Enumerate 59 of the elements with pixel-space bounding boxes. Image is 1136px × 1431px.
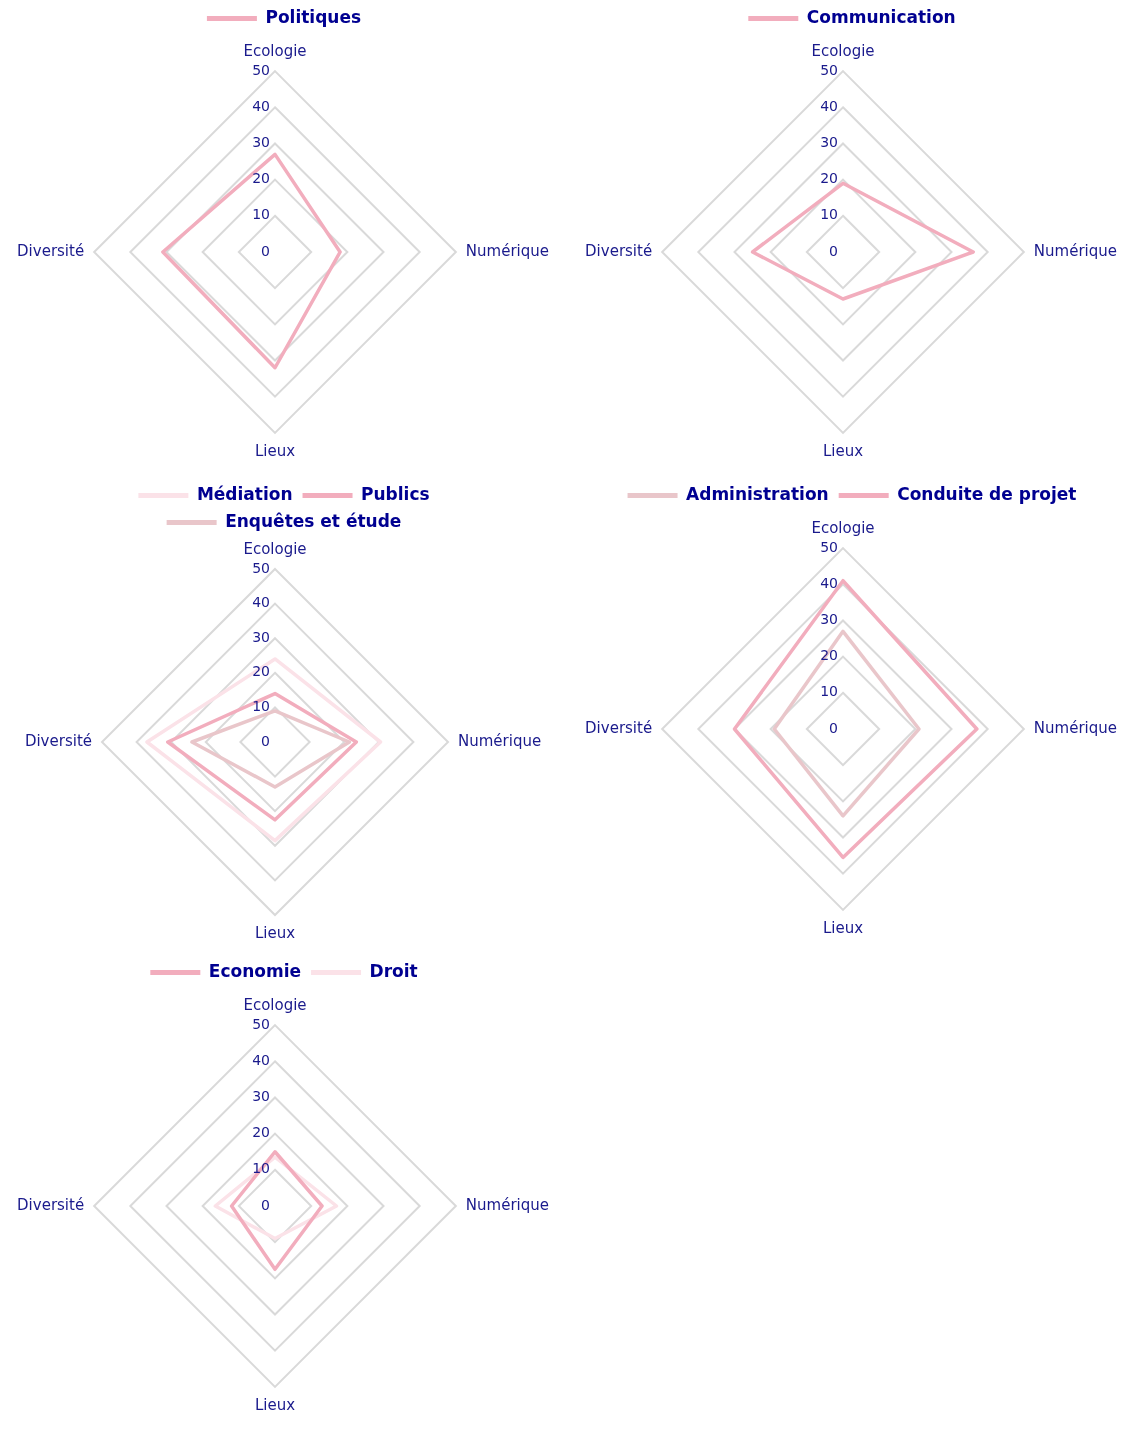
y-tick-label: 10 xyxy=(820,683,838,700)
spoke-label: Numérique xyxy=(465,241,550,260)
y-tick-label: 20 xyxy=(252,170,270,187)
spoke-label: Ecologie xyxy=(243,996,307,1015)
y-tick-label: 30 xyxy=(820,611,838,628)
y-tick-label: 0 xyxy=(261,242,270,259)
legend-label: Conduite de projet xyxy=(897,483,1077,504)
legend-label: Administration xyxy=(686,483,829,504)
legend-label: Economie xyxy=(208,960,302,981)
spoke-label: Lieux xyxy=(254,441,296,460)
y-tick-label: 50 xyxy=(252,61,270,78)
y-tick-label: 0 xyxy=(829,242,838,259)
spoke-label: Ecologie xyxy=(243,539,307,558)
legend-label: Communication xyxy=(806,6,956,27)
y-tick-label: 20 xyxy=(820,170,838,187)
legend-label: Enquêtes et étude xyxy=(225,510,402,531)
spoke-label: Lieux xyxy=(254,1395,296,1414)
spoke-label: Diversité xyxy=(17,1195,85,1214)
spoke-label: Diversité xyxy=(585,241,653,260)
y-tick-label: 10 xyxy=(252,1160,270,1177)
spoke-label: Diversité xyxy=(17,241,85,260)
spoke-label: Numérique xyxy=(465,1195,550,1214)
legend-label: Publics xyxy=(361,483,430,504)
spoke-label: Ecologie xyxy=(811,42,875,61)
y-tick-label: 40 xyxy=(252,594,270,611)
y-tick-label: 10 xyxy=(820,206,838,223)
y-tick-label: 20 xyxy=(820,647,838,664)
y-tick-label: 0 xyxy=(261,1196,270,1213)
spoke-label: Lieux xyxy=(822,441,864,460)
legend-label: Politiques xyxy=(265,6,362,27)
y-tick-label: 40 xyxy=(252,97,270,114)
y-tick-label: 40 xyxy=(820,97,838,114)
y-tick-label: 10 xyxy=(252,698,270,715)
y-tick-label: 20 xyxy=(252,663,270,680)
y-tick-label: 10 xyxy=(252,206,270,223)
y-tick-label: 40 xyxy=(820,574,838,591)
spoke-label: Numérique xyxy=(1033,241,1118,260)
y-tick-label: 50 xyxy=(820,61,838,78)
y-tick-label: 30 xyxy=(252,134,270,151)
spoke-label: Lieux xyxy=(822,918,864,937)
y-tick-label: 50 xyxy=(252,559,270,576)
spoke-label: Numérique xyxy=(458,731,542,750)
spoke-label: Ecologie xyxy=(811,519,875,538)
y-tick-label: 50 xyxy=(252,1015,270,1032)
y-tick-label: 30 xyxy=(252,1088,270,1105)
spoke-label: Numérique xyxy=(1033,718,1118,737)
legend-label: Droit xyxy=(369,960,418,981)
y-tick-label: 20 xyxy=(252,1124,270,1141)
spoke-label: Diversité xyxy=(24,731,92,750)
y-tick-label: 0 xyxy=(829,719,838,736)
y-tick-label: 50 xyxy=(820,538,838,555)
y-tick-label: 30 xyxy=(252,628,270,645)
y-tick-label: 30 xyxy=(820,134,838,151)
spoke-label: Ecologie xyxy=(243,42,307,61)
spoke-label: Diversité xyxy=(585,718,653,737)
y-tick-label: 40 xyxy=(252,1051,270,1068)
spoke-label: Lieux xyxy=(254,923,296,942)
legend-label: Médiation xyxy=(196,483,293,504)
y-tick-label: 0 xyxy=(261,732,270,749)
